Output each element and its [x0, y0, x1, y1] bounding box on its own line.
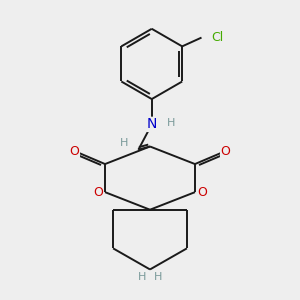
Text: H: H: [138, 272, 146, 282]
Text: O: O: [93, 186, 103, 199]
Text: N: N: [147, 117, 157, 131]
Text: O: O: [220, 145, 230, 158]
Text: H: H: [167, 118, 175, 128]
Text: H: H: [154, 272, 162, 282]
Text: Cl: Cl: [211, 31, 224, 44]
Text: O: O: [197, 186, 207, 199]
Text: O: O: [70, 145, 80, 158]
Text: H: H: [119, 138, 128, 148]
